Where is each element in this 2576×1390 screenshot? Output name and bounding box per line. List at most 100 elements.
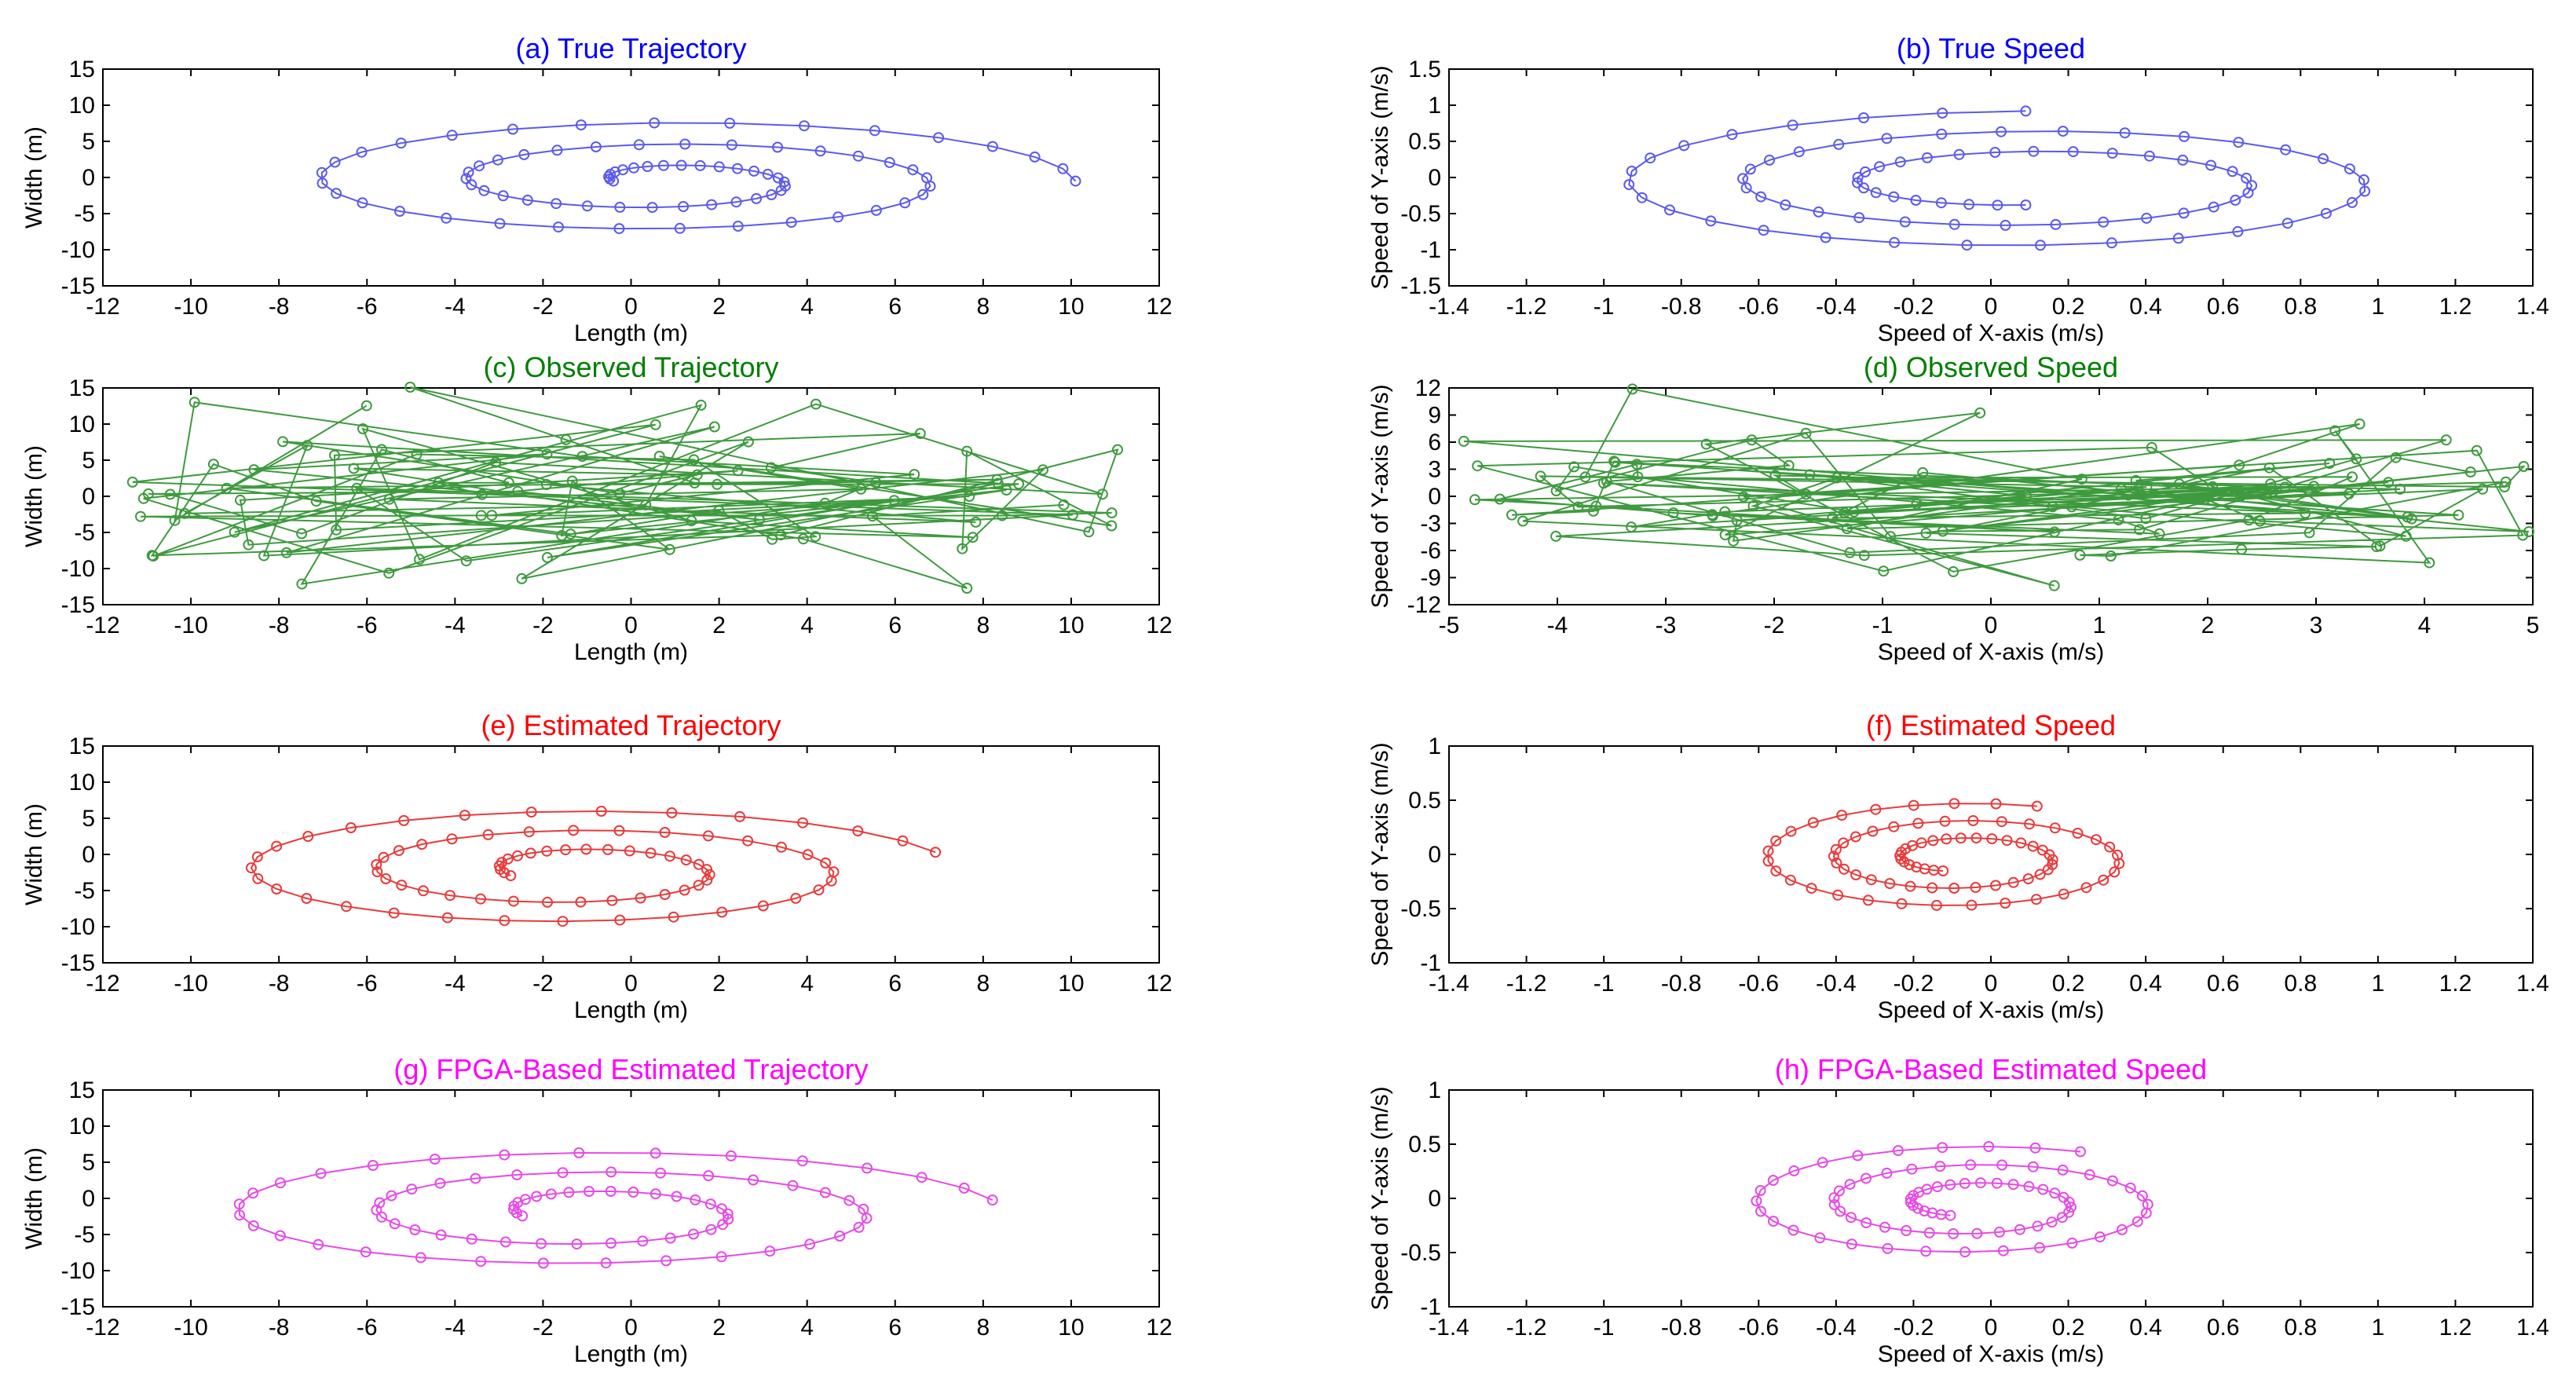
data-point xyxy=(1983,1141,1995,1152)
data-point xyxy=(2047,859,2058,870)
data-point xyxy=(730,196,742,208)
data-point xyxy=(1029,151,1041,163)
data-point xyxy=(296,578,308,590)
data-point xyxy=(2014,1224,2025,1235)
data-point xyxy=(476,488,488,500)
data-point xyxy=(716,906,728,918)
x-tick-label: -10 xyxy=(174,294,207,320)
data-point xyxy=(1907,839,1918,851)
x-tick-label: 0.4 xyxy=(2129,971,2162,997)
data-point xyxy=(248,464,260,476)
data-point xyxy=(541,845,553,857)
data-point xyxy=(1888,821,1900,832)
data-point xyxy=(2329,425,2341,437)
x-tick-label: 0.6 xyxy=(2207,1315,2240,1341)
y-tick-label: -5 xyxy=(74,1222,95,1248)
data-point xyxy=(2227,166,2238,177)
data-point xyxy=(2034,869,2046,880)
data-point xyxy=(252,872,264,884)
data-point xyxy=(693,858,704,870)
data-point xyxy=(970,516,982,528)
y-tick-label: -10 xyxy=(61,914,95,940)
data-point xyxy=(1911,498,1923,510)
panel-d: (d) Observed Speed Speed of X-axis (m/s)… xyxy=(1367,351,2539,665)
data-point xyxy=(581,200,593,212)
data-point xyxy=(1934,1161,1946,1172)
data-point xyxy=(1852,171,1864,183)
x-tick-label: 2 xyxy=(712,613,726,638)
data-point xyxy=(1986,833,1998,845)
x-tick-label: 6 xyxy=(888,294,902,320)
data-point xyxy=(602,843,613,855)
y-axis-label: Width (m) xyxy=(21,1147,47,1249)
data-point xyxy=(624,845,635,857)
x-tick-label: -12 xyxy=(86,971,119,997)
data-point xyxy=(406,1183,418,1195)
data-point xyxy=(2105,551,2117,561)
x-tick-label: 0.6 xyxy=(2207,971,2240,997)
data-point xyxy=(126,476,138,488)
data-point xyxy=(1990,880,2001,891)
data-point xyxy=(445,890,456,902)
data-point xyxy=(512,485,524,497)
data-point xyxy=(2007,876,2019,888)
data-point xyxy=(1927,882,1938,894)
data-point xyxy=(499,1236,511,1248)
data-point xyxy=(843,1194,855,1206)
data-point xyxy=(459,810,470,821)
x-tick-label: 4 xyxy=(800,613,814,638)
x-tick-label: -0.8 xyxy=(1661,1315,1702,1341)
data-point xyxy=(1892,1145,1904,1157)
data-point xyxy=(2453,509,2464,521)
data-point xyxy=(235,494,246,506)
data-point xyxy=(1923,1227,1935,1238)
data-point xyxy=(764,1246,776,1257)
x-tick-labels: -12 -10 -8 -6 -4 -2 0 2 4 6 8 10 12 xyxy=(86,971,1172,997)
data-point xyxy=(2235,490,2246,502)
data-point xyxy=(1844,547,1856,558)
data-point xyxy=(357,197,368,209)
data-point xyxy=(870,477,882,488)
x-tick-label: -4 xyxy=(445,613,466,638)
data-point xyxy=(1930,899,1942,911)
data-point xyxy=(2400,530,2412,542)
data-point xyxy=(606,894,618,906)
data-point xyxy=(329,449,340,461)
data-point xyxy=(1961,240,1973,251)
y-tick-label: -9 xyxy=(1420,565,1441,591)
data-point xyxy=(415,1252,426,1264)
data-point xyxy=(732,163,743,174)
data-point xyxy=(776,841,787,853)
data-point xyxy=(957,543,968,554)
data-point xyxy=(1993,1226,2005,1238)
data-point xyxy=(1953,148,1965,160)
data-point xyxy=(1905,880,1916,892)
data-point xyxy=(2205,159,2217,171)
data-point xyxy=(657,159,669,171)
data-point xyxy=(2177,154,2189,166)
data-point xyxy=(1912,1202,1923,1214)
data-point xyxy=(1905,1197,1916,1208)
data-point xyxy=(694,159,706,171)
y-tick-label: 0 xyxy=(82,484,95,510)
data-point xyxy=(1726,129,1738,141)
data-point xyxy=(633,139,645,151)
x-tick-label: -12 xyxy=(86,1315,119,1341)
data-point xyxy=(961,445,973,457)
data-point xyxy=(1744,163,1756,175)
y-tick-label: 1 xyxy=(1428,93,1441,119)
data-point xyxy=(799,120,810,132)
data-point xyxy=(2347,471,2358,483)
data-point xyxy=(316,166,327,178)
data-point xyxy=(1839,863,1850,875)
data-point xyxy=(1751,1195,1762,1207)
data-point xyxy=(708,421,720,433)
data-point xyxy=(247,1187,259,1199)
data-point xyxy=(2066,501,2077,513)
data-point xyxy=(1780,199,1791,210)
y-tick-label: 12 xyxy=(1415,375,1441,401)
data-point xyxy=(853,1221,865,1233)
data-point xyxy=(640,499,652,510)
data-point xyxy=(2030,894,2042,905)
data-point xyxy=(1800,488,1812,500)
